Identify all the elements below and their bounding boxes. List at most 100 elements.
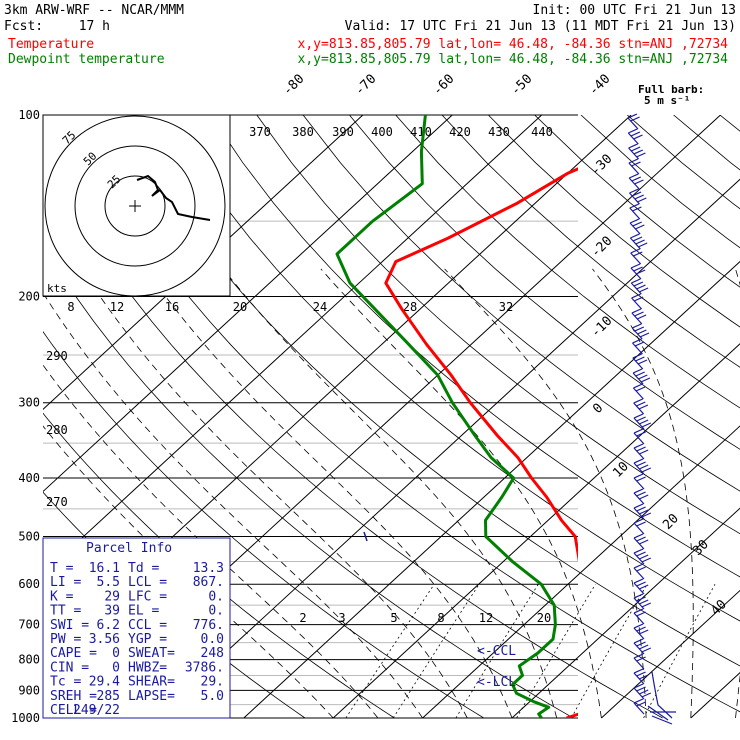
wind-barb-flag: [635, 371, 645, 377]
wind-barb-flag: [634, 326, 645, 332]
parcel-value-left: 29: [104, 589, 120, 604]
theta-tick-label: 410: [410, 125, 432, 139]
wind-barb-flag: [633, 488, 644, 494]
mixing-ratio-line: [392, 583, 480, 719]
moist-adiabat-line: [81, 268, 468, 719]
valid-time: Valid: 17 UTC Fri 21 Jun 13 (11 MDT Fri …: [345, 19, 736, 34]
wind-barb-flag: [637, 329, 647, 335]
wind-barb-flag: [636, 401, 646, 407]
barb-legend-line1: Full barb:: [638, 83, 704, 96]
dry-adiabat-line: [117, 115, 740, 667]
wind-barb-flag: [638, 374, 648, 380]
wind-barb-staff: [633, 657, 645, 670]
isotherm-tick-label: 40: [708, 597, 730, 619]
dry-adiabat-line: [256, 115, 740, 535]
wind-barb-flag: [641, 467, 652, 473]
parcel-value-right: 0.: [208, 604, 224, 619]
dry-adiabat-line: [43, 151, 663, 719]
mixing-ratio-low-label: 3: [338, 611, 345, 625]
wind-barb-flag: [633, 266, 643, 272]
dry-adiabat-line: [719, 115, 740, 132]
mixing-ratio-top-label: 24: [313, 300, 327, 314]
wind-barb-flag: [636, 416, 646, 422]
wind-barb-flag: [638, 509, 649, 515]
wind-barb-flag: [633, 281, 644, 287]
hodograph-ring-50: [74, 145, 196, 267]
moist-adiabat-line: [592, 268, 694, 719]
parcel-label-right: LAPSE=: [128, 689, 175, 704]
wind-barb-flag: [638, 584, 649, 590]
isotherm-line: [43, 115, 542, 575]
wind-barb-flag: [641, 422, 652, 428]
parcel-value-right: 776.: [193, 618, 224, 633]
moist-adiabat-line: [222, 268, 558, 719]
isotherm-line: [422, 425, 740, 719]
wind-barb-flag: [636, 446, 646, 452]
model-title: 3km ARW-WRF -- NCAR/MMM: [4, 3, 184, 18]
wind-barb-flag: [628, 173, 639, 179]
wind-barb-flag: [636, 626, 646, 632]
isotherm-tick-label: 20: [660, 511, 682, 533]
wind-barb-staff: [632, 387, 644, 400]
wind-barb-flag: [633, 578, 644, 584]
isotherm-tick-label: -20: [588, 234, 615, 261]
wind-barb-flag: [634, 311, 644, 317]
wind-barb-flag: [630, 131, 641, 137]
parcel-label-right: Td =: [128, 561, 159, 576]
pressure-tick-label: 100: [18, 108, 40, 122]
mixing-ratio-low-label: 5: [390, 611, 397, 625]
isotherm-tick-label: 10: [610, 459, 632, 481]
wind-barb-staff: [633, 702, 645, 715]
wind-barb-flag: [633, 149, 644, 155]
parcel-label-left: CAPE =: [50, 646, 97, 661]
hodograph-ring-75: [44, 115, 226, 297]
wind-barb-flag: [640, 377, 651, 383]
wind-barb-flag: [634, 194, 644, 200]
isotherm-line: [243, 260, 740, 719]
parcel-value-right: 867.: [193, 575, 224, 590]
wind-barb-flag: [635, 386, 646, 392]
moist-adiabat-line: [43, 425, 334, 719]
wind-barb-flag: [641, 512, 652, 518]
wind-barb-flag: [633, 296, 644, 302]
wind-barb-flag: [636, 641, 646, 647]
hodograph: 25 50 75 kts: [42, 114, 231, 297]
isotherm-tick-label: -80: [280, 72, 307, 99]
wind-barb-flag: [633, 383, 643, 389]
mixing-ratio-low-label: 8: [437, 611, 444, 625]
wind-barb-staff: [629, 207, 641, 220]
wind-barb-flag: [633, 638, 644, 644]
mixing-ratio-top-label: 28: [403, 300, 417, 314]
isotherm-line: [332, 343, 740, 719]
dry-adiabat-line: [43, 245, 574, 719]
parcel-label-left: LI =: [50, 575, 81, 590]
moist-adiabat-line: [444, 268, 647, 719]
moist-adiabat-line: [320, 268, 602, 719]
wind-barb-flag: [633, 608, 644, 614]
wind-barb-flag: [636, 152, 646, 158]
wind-barb-flag: [636, 611, 646, 617]
wind-barb-staff: [633, 477, 645, 490]
parcel-label-right: SHEAR=: [128, 675, 175, 690]
wind-barb-flag: [636, 581, 646, 587]
parcel-value-left: 3.56: [89, 632, 120, 647]
wind-barb-flag: [629, 203, 640, 209]
pressure-tick-label: 300: [18, 396, 40, 410]
theta-tick-label: 440: [531, 125, 553, 139]
dry-adiabat-line: [488, 115, 740, 328]
mixing-ratio-top-label: 8: [67, 300, 74, 314]
wind-barb-flag: [633, 518, 644, 524]
wind-barb-staff: [633, 612, 645, 625]
wind-barb-flag: [637, 359, 648, 365]
temperature-trace: [384, 167, 578, 718]
legend-dewpoint-label: Dewpoint temperature: [8, 52, 165, 67]
wind-barb-flag: [629, 218, 640, 224]
parcel-value-right: 13.3: [193, 561, 224, 576]
wind-barb-flag: [633, 413, 644, 419]
parcel-value-left: 285: [97, 689, 120, 704]
wind-barb-flag: [633, 398, 643, 404]
wind-barb-flag: [641, 692, 652, 698]
theta-tick-label: 380: [292, 125, 314, 139]
wind-barb-flag: [633, 251, 643, 257]
wind-barb-flag: [633, 683, 644, 689]
